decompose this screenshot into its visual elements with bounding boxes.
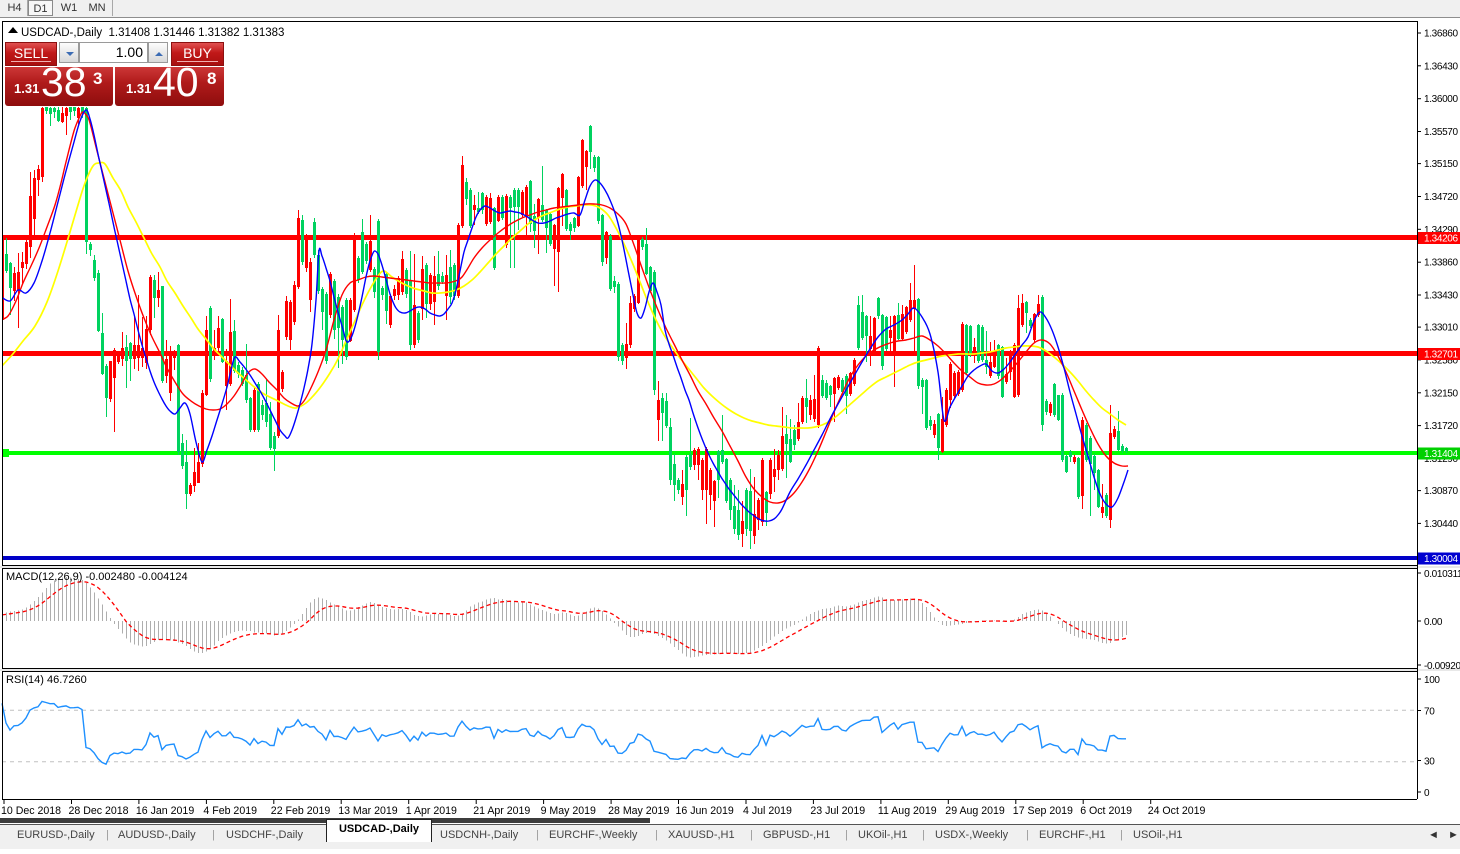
svg-text:1.30870: 1.30870 [1424, 486, 1458, 497]
svg-text:28 May 2019: 28 May 2019 [608, 805, 669, 817]
svg-text:9 May 2019: 9 May 2019 [541, 805, 596, 817]
svg-text:1.36000: 1.36000 [1424, 94, 1458, 105]
svg-text:1.34206: 1.34206 [1424, 234, 1458, 245]
svg-text:28 Dec 2018: 28 Dec 2018 [69, 805, 129, 817]
svg-text:MACD(12,26,9) -0.002480 -0.004: MACD(12,26,9) -0.002480 -0.004124 [6, 571, 188, 583]
svg-text:0: 0 [1424, 788, 1430, 799]
svg-text:1.34720: 1.34720 [1424, 192, 1458, 203]
svg-text:USDCAD-,Daily 1.31408 1.31446: USDCAD-,Daily 1.31408 1.31446 1.31382 1.… [21, 27, 284, 39]
svg-text:30: 30 [1424, 757, 1435, 768]
svg-text:4 Feb 2019: 4 Feb 2019 [203, 805, 257, 817]
svg-text:1.33860: 1.33860 [1424, 258, 1458, 269]
svg-text:1.35150: 1.35150 [1424, 159, 1458, 170]
svg-text:1.33010: 1.33010 [1424, 323, 1458, 334]
svg-text:1.30440: 1.30440 [1424, 519, 1458, 530]
svg-text:23 Jul 2019: 23 Jul 2019 [810, 805, 865, 817]
svg-text:22 Feb 2019: 22 Feb 2019 [271, 805, 331, 817]
svg-text:1.32701: 1.32701 [1424, 350, 1458, 361]
svg-text:0.010311: 0.010311 [1424, 569, 1460, 580]
svg-text:1.34290: 1.34290 [1424, 225, 1458, 236]
svg-text:10 Dec 2018: 10 Dec 2018 [1, 805, 61, 817]
svg-text:1.30004: 1.30004 [1424, 554, 1458, 565]
svg-text:1.36430: 1.36430 [1424, 61, 1458, 72]
svg-text:1.31720: 1.31720 [1424, 421, 1458, 432]
svg-text:70: 70 [1424, 707, 1435, 718]
svg-text:1.32580: 1.32580 [1424, 355, 1458, 366]
svg-text:1.32150: 1.32150 [1424, 388, 1458, 399]
svg-text:16 Jun 2019: 16 Jun 2019 [676, 805, 734, 817]
svg-text:17 Sep 2019: 17 Sep 2019 [1013, 805, 1073, 817]
svg-text:1 Apr 2019: 1 Apr 2019 [406, 805, 457, 817]
svg-text:13 Mar 2019: 13 Mar 2019 [338, 805, 398, 817]
svg-text:16 Jan 2019: 16 Jan 2019 [136, 805, 194, 817]
svg-text:24 Oct 2019: 24 Oct 2019 [1148, 805, 1206, 817]
svg-text:100: 100 [1424, 675, 1440, 686]
svg-text:1.31404: 1.31404 [1424, 449, 1458, 460]
svg-text:-0.009203: -0.009203 [1424, 661, 1460, 672]
svg-text:1.33430: 1.33430 [1424, 291, 1458, 302]
svg-text:29 Aug 2019: 29 Aug 2019 [945, 805, 1005, 817]
svg-text:1.36860: 1.36860 [1424, 29, 1458, 40]
svg-text:21 Apr 2019: 21 Apr 2019 [473, 805, 530, 817]
svg-text:RSI(14) 46.7260: RSI(14) 46.7260 [6, 674, 87, 686]
svg-text:4 Jul 2019: 4 Jul 2019 [743, 805, 792, 817]
svg-text:6 Oct 2019: 6 Oct 2019 [1080, 805, 1132, 817]
svg-text:0.00: 0.00 [1424, 617, 1443, 628]
svg-text:1.35570: 1.35570 [1424, 127, 1458, 138]
svg-text:11 Aug 2019: 11 Aug 2019 [878, 805, 937, 817]
